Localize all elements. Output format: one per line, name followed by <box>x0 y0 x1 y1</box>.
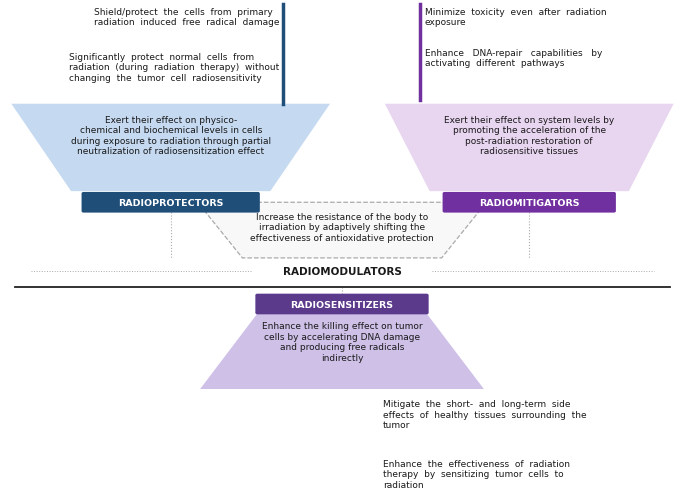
Text: Mitigate  the  short-  and  long-term  side
effects  of  healthy  tissues  surro: Mitigate the short- and long-term side e… <box>383 400 586 429</box>
Polygon shape <box>385 104 673 192</box>
Text: RADIOMITIGATORS: RADIOMITIGATORS <box>479 198 580 207</box>
Polygon shape <box>12 104 330 192</box>
Text: Exert their effect on physico-
chemical and biochemical levels in cells
during e: Exert their effect on physico- chemical … <box>71 116 271 156</box>
Text: Minimize  toxicity  even  after  radiation
exposure: Minimize toxicity even after radiation e… <box>425 8 606 27</box>
Text: RADIOMODULATORS: RADIOMODULATORS <box>283 266 401 276</box>
FancyBboxPatch shape <box>256 294 429 315</box>
Text: Significantly  protect  normal  cells  from
radiation  (during  radiation  thera: Significantly protect normal cells from … <box>69 53 279 82</box>
FancyBboxPatch shape <box>443 193 616 213</box>
Text: RADIOSENSITIZERS: RADIOSENSITIZERS <box>290 300 393 309</box>
Polygon shape <box>200 314 484 389</box>
Text: Enhance  the  effectiveness  of  radiation
therapy  by  sensitizing  tumor  cell: Enhance the effectiveness of radiation t… <box>383 459 570 488</box>
Text: Shield/protect  the  cells  from  primary
radiation  induced  free  radical  dam: Shield/protect the cells from primary ra… <box>94 8 279 27</box>
Text: Increase the resistance of the body to
irradiation by adaptively shifting the
ef: Increase the resistance of the body to i… <box>250 212 434 242</box>
FancyBboxPatch shape <box>82 193 260 213</box>
Text: Exert their effect on system levels by
promoting the acceleration of the
post-ra: Exert their effect on system levels by p… <box>444 116 614 156</box>
Text: RADIOPROTECTORS: RADIOPROTECTORS <box>118 198 223 207</box>
Polygon shape <box>197 203 486 258</box>
Text: Enhance the killing effect on tumor
cells by accelerating DNA damage
and produci: Enhance the killing effect on tumor cell… <box>262 322 423 362</box>
Text: Enhance   DNA-repair   capabilities   by
activating  different  pathways: Enhance DNA-repair capabilities by activ… <box>425 49 602 68</box>
